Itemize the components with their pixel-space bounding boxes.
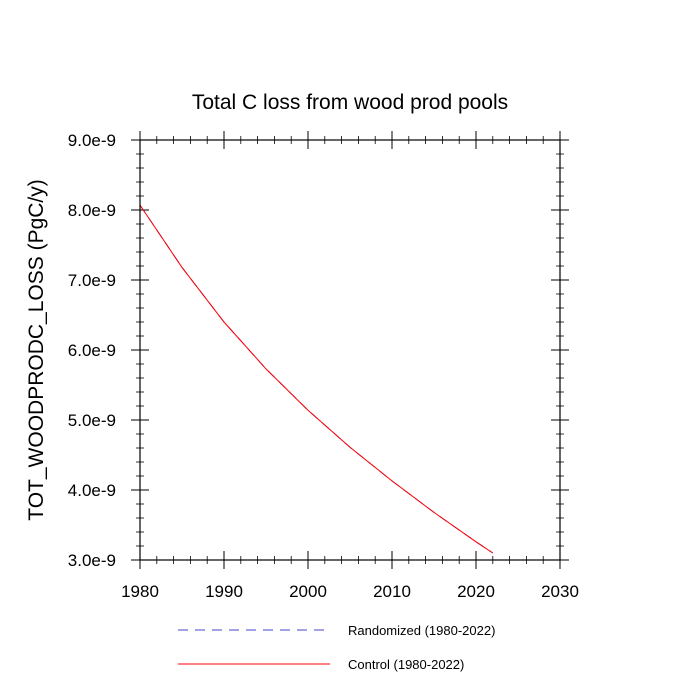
x-tick-label: 2030 [541,582,579,601]
x-tick-label: 1980 [121,582,159,601]
y-tick-label: 9.0e-9 [68,131,116,150]
x-tick-labels: 1980 1990 2000 2010 2020 2030 [121,582,579,601]
x-tick-label: 2000 [289,582,327,601]
y-tick-labels: 3.0e-9 4.0e-9 5.0e-9 6.0e-9 7.0e-9 8.0e-9 9.0e… [68,131,116,570]
x-tick-label: 2020 [457,582,495,601]
chart-title: Total C loss from wood prod pools [192,91,508,114]
y-tick-label: 3.0e-9 [68,551,116,570]
series-line-randomized [139,204,494,554]
plot-frame [139,139,561,561]
x-tick-label: 2010 [373,582,411,601]
y-axis-label: TOT_WOODPRODC_LOSS (PgC/y) [25,179,48,521]
legend: Randomized (1980-2022) Control (1980-2022… [178,623,495,672]
y-tick-label: 4.0e-9 [68,481,116,500]
series-line-control [139,204,494,554]
y-tick-label: 7.0e-9 [68,271,116,290]
series-layer [139,204,494,554]
y-tick-label: 6.0e-9 [68,341,116,360]
axis-ticks [131,131,569,569]
y-tick-label: 8.0e-9 [68,201,116,220]
x-tick-label: 1990 [205,582,243,601]
legend-label-randomized: Randomized (1980-2022) [348,623,495,638]
legend-label-control: Control (1980-2022) [348,657,464,672]
y-tick-label: 5.0e-9 [68,411,116,430]
